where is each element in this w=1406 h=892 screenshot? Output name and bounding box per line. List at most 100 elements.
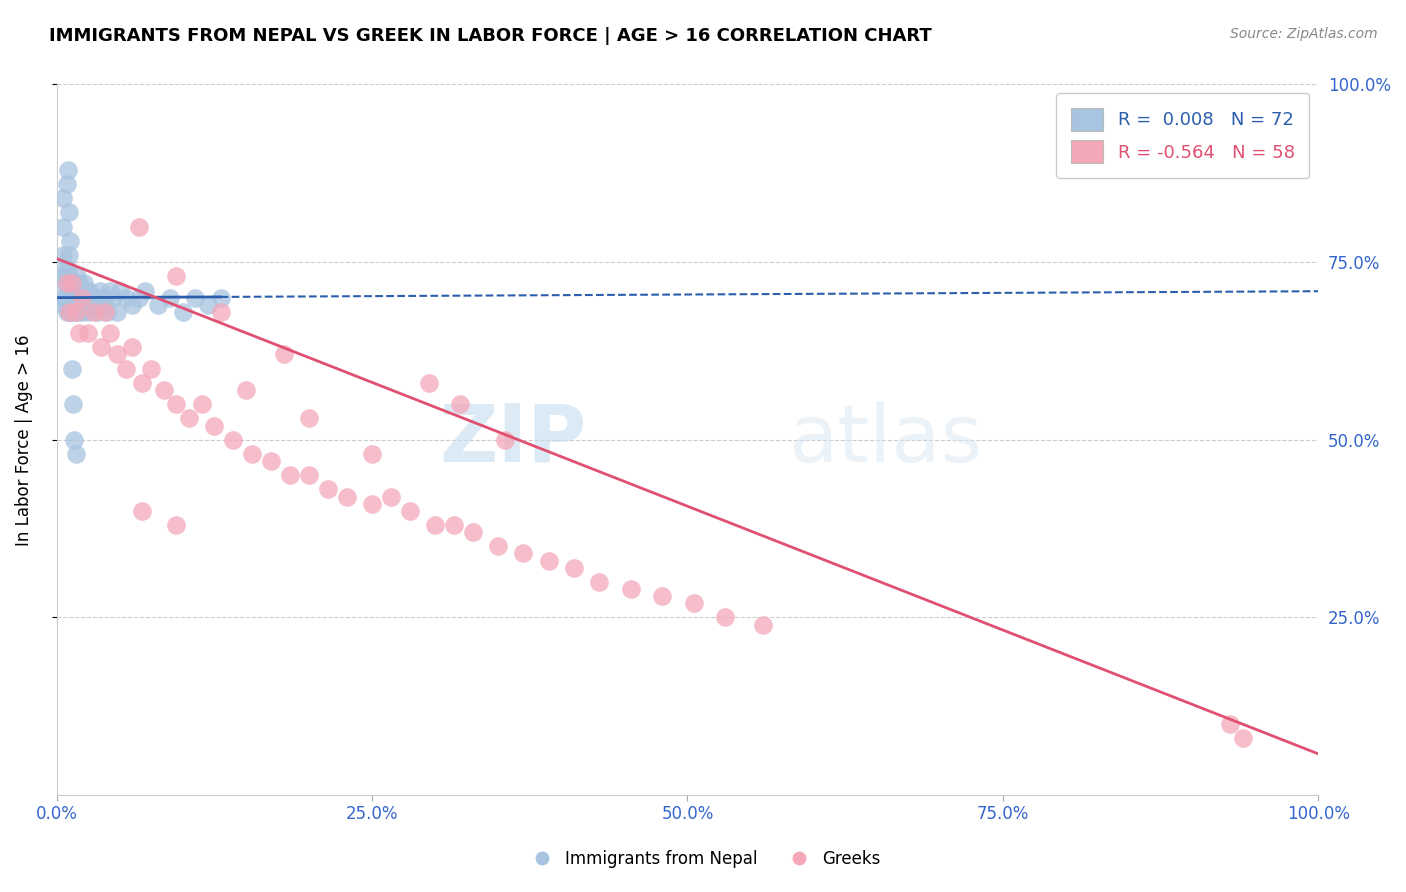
- Point: [128, 219, 150, 234]
- Point: [166, 518, 188, 533]
- Point: [209, 291, 232, 305]
- Point: [67, 305, 90, 319]
- Point: [105, 305, 128, 319]
- Point: [56, 291, 79, 305]
- Point: [83, 305, 105, 319]
- Point: [115, 361, 138, 376]
- Point: [56, 162, 79, 177]
- Point: [58, 284, 80, 298]
- Point: [52, 219, 75, 234]
- Point: [93, 305, 115, 319]
- Point: [55, 177, 77, 191]
- Point: [66, 269, 89, 284]
- Point: [98, 326, 121, 340]
- Point: [73, 277, 96, 291]
- Point: [121, 298, 143, 312]
- Point: [65, 447, 87, 461]
- Point: [153, 383, 176, 397]
- Text: ZIP: ZIP: [439, 401, 586, 479]
- Point: [79, 291, 101, 305]
- Point: [72, 291, 94, 305]
- Point: [131, 376, 153, 390]
- Point: [55, 291, 77, 305]
- Point: [55, 277, 77, 291]
- Point: [58, 269, 80, 284]
- Point: [62, 397, 84, 411]
- Point: [103, 291, 125, 305]
- Point: [89, 284, 111, 298]
- Point: [55, 277, 77, 291]
- Point: [172, 305, 194, 319]
- Point: [620, 582, 643, 596]
- Point: [90, 340, 112, 354]
- Point: [146, 298, 169, 312]
- Point: [52, 269, 75, 284]
- Point: [108, 284, 131, 298]
- Point: [58, 248, 80, 262]
- Point: [52, 291, 75, 305]
- Point: [651, 589, 673, 603]
- Point: [105, 347, 128, 361]
- Point: [752, 617, 775, 632]
- Point: [166, 269, 188, 284]
- Point: [1232, 731, 1254, 746]
- Point: [562, 560, 585, 574]
- Point: [66, 291, 89, 305]
- Point: [159, 291, 181, 305]
- Point: [63, 291, 86, 305]
- Point: [177, 411, 200, 425]
- Point: [65, 277, 87, 291]
- Point: [65, 305, 87, 319]
- Point: [449, 397, 471, 411]
- Point: [63, 433, 86, 447]
- Point: [714, 610, 737, 624]
- Point: [58, 305, 80, 319]
- Point: [278, 468, 301, 483]
- Text: Source: ZipAtlas.com: Source: ZipAtlas.com: [1230, 27, 1378, 41]
- Point: [65, 305, 87, 319]
- Point: [53, 298, 76, 312]
- Y-axis label: In Labor Force | Age > 16: In Labor Force | Age > 16: [15, 334, 32, 546]
- Point: [62, 284, 84, 298]
- Point: [77, 326, 100, 340]
- Text: IMMIGRANTS FROM NEPAL VS GREEK IN LABOR FORCE | AGE > 16 CORRELATION CHART: IMMIGRANTS FROM NEPAL VS GREEK IN LABOR …: [49, 27, 932, 45]
- Point: [62, 305, 84, 319]
- Point: [53, 277, 76, 291]
- Point: [461, 525, 484, 540]
- Point: [336, 490, 359, 504]
- Point: [190, 397, 212, 411]
- Point: [222, 433, 245, 447]
- Point: [184, 291, 207, 305]
- Point: [316, 483, 339, 497]
- Point: [443, 518, 465, 533]
- Point: [380, 490, 402, 504]
- Point: [588, 574, 610, 589]
- Point: [59, 234, 82, 248]
- Point: [197, 298, 219, 312]
- Point: [67, 326, 90, 340]
- Point: [60, 298, 83, 312]
- Point: [59, 305, 82, 319]
- Point: [98, 284, 121, 298]
- Point: [67, 277, 90, 291]
- Text: atlas: atlas: [789, 401, 983, 479]
- Point: [55, 262, 77, 277]
- Point: [73, 298, 96, 312]
- Point: [1219, 717, 1241, 731]
- Point: [56, 262, 79, 277]
- Point: [486, 539, 509, 553]
- Point: [79, 284, 101, 298]
- Point: [128, 291, 150, 305]
- Point: [273, 347, 295, 361]
- Point: [512, 546, 534, 560]
- Point: [60, 361, 83, 376]
- Point: [59, 277, 82, 291]
- Legend: Immigrants from Nepal, Greeks: Immigrants from Nepal, Greeks: [519, 844, 887, 875]
- Point: [70, 291, 93, 305]
- Point: [131, 504, 153, 518]
- Point: [58, 205, 80, 219]
- Point: [361, 497, 384, 511]
- Point: [298, 411, 321, 425]
- Point: [60, 277, 83, 291]
- Point: [55, 305, 77, 319]
